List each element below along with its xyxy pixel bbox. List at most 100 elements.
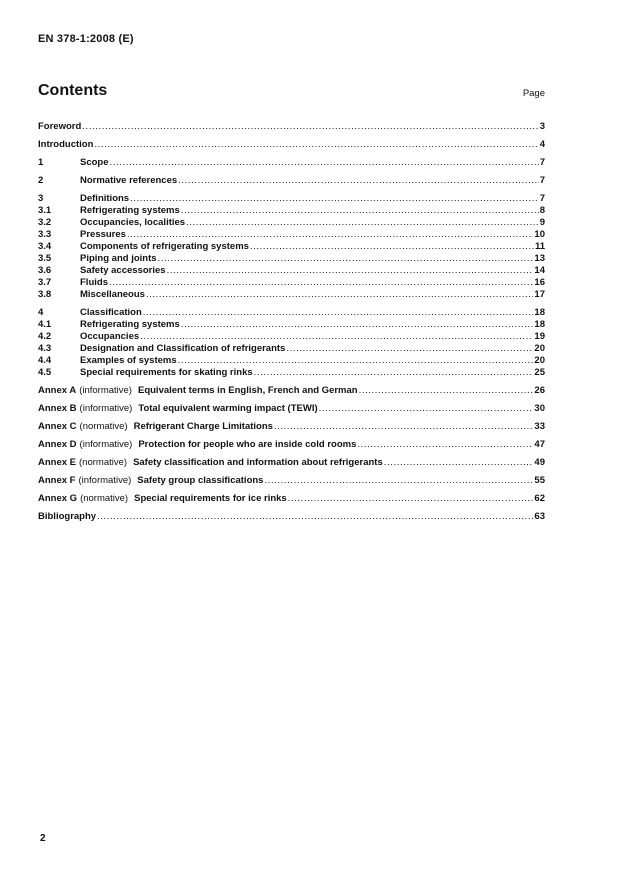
toc-entry: 1 Scope 7	[38, 157, 545, 169]
toc-entry-page: 49	[534, 457, 545, 468]
toc-entry-number: 4	[38, 307, 44, 318]
toc-entry: Annex F (informative) Safety group class…	[38, 475, 545, 487]
toc-entry-number: 3.1	[38, 205, 52, 216]
toc-entry: Annex A (informative) Equivalent terms i…	[38, 385, 545, 397]
toc-entry: 3.6 Safety accessories 14	[38, 265, 545, 277]
toc-entry-page: 62	[534, 493, 545, 504]
toc-leader-dots	[186, 217, 539, 229]
toc-entry-qualifier: (informative)	[78, 475, 132, 486]
toc-leader-dots	[288, 493, 534, 505]
toc-leader-dots	[94, 139, 538, 151]
toc-entry-qualifier: (normative)	[79, 457, 128, 468]
toc-entry: Annex C (normative) Refrigerant Charge L…	[38, 421, 545, 433]
toc-entry-number: 4.3	[38, 343, 52, 354]
toc-entry-number: 3	[38, 193, 44, 204]
toc-entry-label: Foreword	[38, 121, 82, 132]
toc-entry: 2 Normative references 7	[38, 175, 545, 187]
toc-entry-label: Safety accessories	[80, 265, 166, 276]
toc-entry-page: 63	[534, 511, 545, 522]
toc-leader-dots	[178, 355, 534, 367]
toc-entry-label: Piping and joints	[80, 253, 157, 264]
toc-entry-annex-prefix: Annex F	[38, 475, 76, 486]
toc-leader-dots	[167, 265, 534, 277]
toc-entry-page: 7	[539, 157, 545, 168]
toc-entry-page: 20	[534, 343, 545, 354]
toc-leader-dots	[109, 277, 533, 289]
toc-entry: Introduction 4	[38, 139, 545, 151]
toc-entry-label: Protection for people who are inside col…	[138, 439, 357, 450]
toc-entry-page: 10	[534, 229, 545, 240]
toc-entry: 4.1 Refrigerating systems 18	[38, 319, 545, 331]
toc-entry-number: 3.6	[38, 265, 52, 276]
toc-entry-annex-prefix: Annex C	[38, 421, 77, 432]
toc-leader-dots	[250, 241, 534, 253]
toc-entry-page: 11	[534, 241, 545, 252]
toc-entry-label: Refrigerating systems	[80, 205, 180, 216]
toc-entry-number: 3.2	[38, 217, 52, 228]
toc-entry-label: Examples of systems	[80, 355, 177, 366]
toc-entry-number: 2	[38, 175, 44, 186]
toc-leader-dots	[254, 367, 534, 379]
toc-leader-dots	[143, 307, 534, 319]
page-column-label: Page	[522, 88, 545, 99]
table-of-contents: Foreword 3 Introduction 4 1 Scope 7 2 No…	[38, 121, 545, 523]
toc-entry: 4 Classification 18	[38, 307, 545, 319]
toc-entry-annex-prefix: Annex D	[38, 439, 77, 450]
toc-entry-number: 3.3	[38, 229, 52, 240]
toc-entry: 4.4 Examples of systems 20	[38, 355, 545, 367]
toc-entry-label: Fluids	[80, 277, 108, 288]
toc-leader-dots	[158, 253, 534, 265]
toc-leader-dots	[384, 457, 534, 469]
toc-leader-dots	[359, 385, 534, 397]
toc-entry: Annex E (normative) Safety classificatio…	[38, 457, 545, 469]
toc-leader-dots	[319, 403, 534, 415]
toc-entry: 3.1 Refrigerating systems 8	[38, 205, 545, 217]
toc-entry-page: 47	[534, 439, 545, 450]
toc-entry-label: Refrigerant Charge Limitations	[133, 421, 273, 432]
toc-entry-page: 4	[539, 139, 545, 150]
toc-entry-page: 30	[534, 403, 545, 414]
toc-entry-label: Designation and Classification of refrig…	[80, 343, 286, 354]
toc-entry-page: 9	[539, 217, 545, 228]
toc-entry-page: 7	[539, 193, 545, 204]
toc-entry: 3.4 Components of refrigerating systems …	[38, 241, 545, 253]
toc-entry-label: Special requirements for ice rinks	[134, 493, 287, 504]
toc-entry-page: 16	[534, 277, 545, 288]
toc-entry-label: Introduction	[38, 139, 94, 150]
toc-entry: 4.5 Special requirements for skating rin…	[38, 367, 545, 379]
toc-entry-label: Definitions	[80, 193, 130, 204]
footer-page-number: 2	[40, 833, 46, 844]
toc-entry-page: 7	[539, 175, 545, 186]
toc-leader-dots	[274, 421, 533, 433]
toc-leader-dots	[178, 175, 539, 187]
toc-leader-dots	[127, 229, 533, 241]
toc-entry-label: Occupancies, localities	[80, 217, 186, 228]
toc-entry: Foreword 3	[38, 121, 545, 133]
toc-entry-label: Bibliography	[38, 511, 97, 522]
toc-leader-dots	[97, 511, 533, 523]
toc-leader-dots	[110, 157, 539, 169]
toc-entry-qualifier: (normative)	[80, 493, 129, 504]
toc-entry: 4.3 Designation and Classification of re…	[38, 343, 545, 355]
toc-entry: 3.7 Fluids 16	[38, 277, 545, 289]
toc-entry-label: Refrigerating systems	[80, 319, 180, 330]
toc-entry-page: 18	[534, 319, 545, 330]
toc-entry-number: 3.4	[38, 241, 52, 252]
toc-entry-number: 3.8	[38, 289, 52, 300]
toc-entry-page: 33	[534, 421, 545, 432]
toc-entry-label: Miscellaneous	[80, 289, 145, 300]
toc-entry: 3.8 Miscellaneous 17	[38, 289, 545, 301]
toc-entry-page: 13	[534, 253, 545, 264]
toc-entry-page: 55	[534, 475, 545, 486]
toc-entry-page: 14	[534, 265, 545, 276]
toc-entry-number: 4.2	[38, 331, 52, 342]
toc-entry-label: Equivalent terms in English, French and …	[137, 385, 358, 396]
toc-entry: Annex B (informative) Total equivalent w…	[38, 403, 545, 415]
toc-entry-label: Occupancies	[80, 331, 140, 342]
toc-leader-dots	[181, 205, 539, 217]
toc-leader-dots	[130, 193, 539, 205]
toc-entry-page: 20	[534, 355, 545, 366]
contents-heading-row: Contents Page	[38, 82, 545, 100]
toc-entry: 3.3 Pressures 10	[38, 229, 545, 241]
